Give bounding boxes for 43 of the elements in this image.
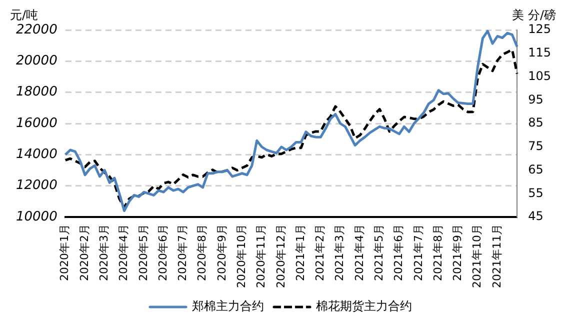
y-tick-label: 12000	[16, 178, 58, 194]
x-tick-label: 2021年1月	[294, 224, 307, 282]
x-tick-label: 2021年4月	[352, 224, 366, 282]
x-tick-label: 2021年6月	[392, 224, 406, 282]
y2-tick-label: 55	[528, 186, 544, 200]
x-tick-label: 2020年10月	[234, 224, 248, 288]
x-tick-label: 2020年11月	[254, 224, 268, 288]
y2-axis-title: 美 分/磅	[512, 8, 556, 22]
x-tick-label: 2020年4月	[117, 224, 130, 282]
y2-tick-label: 125	[528, 22, 551, 36]
y-tick-label: 10000	[16, 209, 58, 224]
x-tick-label: 2021年2月	[314, 224, 327, 282]
y2-tick-label: 65	[528, 162, 544, 176]
y2-tick-label: 85	[528, 116, 544, 130]
x-tick-label: 2021年5月	[372, 224, 386, 282]
x-tick-label: 2020年12月	[274, 224, 288, 288]
y-axis-title: 元/吨	[10, 8, 38, 22]
x-tick-label: 2020年7月	[176, 224, 190, 282]
y-tick-label: 16000	[16, 116, 58, 131]
x-tick-label: 2020年2月	[78, 224, 91, 282]
y2-tick-label: 115	[528, 46, 551, 60]
x-tick-label: 2021年10月	[470, 224, 484, 288]
y-tick-label: 14000	[16, 147, 58, 162]
y2-tick-label: 75	[528, 139, 544, 154]
x-tick-label: 2021年8月	[431, 224, 444, 282]
x-tick-label: 2020年3月	[97, 224, 110, 282]
y2-tick-label: 105	[528, 68, 551, 83]
x-tick-label: 2021年3月	[333, 224, 346, 282]
y-tick-label: 20000	[16, 54, 58, 69]
x-tick-label: 2020年1月	[58, 224, 72, 282]
legend-label: 郑棉主力合约	[192, 299, 264, 314]
legend-label: 棉花期货主力合约	[316, 299, 412, 314]
x-tick-label: 2020年8月	[196, 224, 209, 282]
x-tick-label: 2020年6月	[156, 224, 170, 282]
y-tick-label: 22000	[16, 22, 58, 38]
x-tick-label: 2020年9月	[215, 224, 228, 282]
x-tick-label: 2021年9月	[451, 224, 464, 282]
x-tick-label: 2021年11月	[490, 224, 504, 288]
x-tick-label: 2021年7月	[412, 224, 425, 282]
y2-tick-label: 45	[528, 209, 544, 224]
y2-tick-label: 95	[528, 92, 544, 106]
y-tick-label: 18000	[16, 84, 58, 100]
x-tick-label: 2020年5月	[136, 224, 150, 282]
